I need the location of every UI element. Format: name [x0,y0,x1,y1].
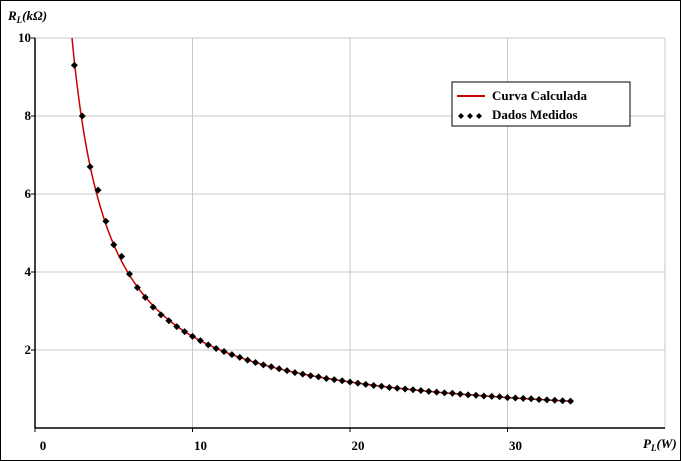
data-point [283,367,291,375]
data-point [110,241,118,249]
axes [31,37,665,432]
data-point [196,337,204,345]
legend-box [451,81,631,127]
data-point [338,377,346,385]
data-point [244,356,252,364]
data-point [417,387,425,395]
data-point [480,392,488,400]
data-point [409,386,417,394]
data-point [275,365,283,373]
data-point [448,389,456,397]
dados-medidos-markers [70,61,574,405]
data-point [401,385,409,393]
data-point [354,379,362,387]
data-point [102,217,110,225]
y-axis-label: RL(kΩ) [7,8,47,25]
data-point [173,323,181,331]
y-tick-label: 6 [25,186,32,201]
data-point [504,394,511,402]
data-point [527,395,535,403]
y-tick-labels: 2 4 6 8 10 [18,30,32,357]
data-point [220,348,228,356]
data-point [472,391,480,399]
data-point [126,270,133,278]
data-point [157,311,165,319]
data-point [456,390,464,398]
data-point [385,383,393,391]
data-point [488,392,496,400]
data-point [425,387,433,395]
legend-marker-dot [467,113,473,119]
data-point [519,394,527,402]
legend-marker-dot [458,113,464,119]
data-point [259,361,267,369]
data-point [165,317,173,325]
data-point [70,61,78,69]
y-tick-label: 10 [18,30,31,45]
data-point [441,389,448,397]
data-point [228,351,236,359]
data-point [181,328,189,336]
y-tick-label: 2 [25,342,32,357]
data-point [378,382,385,390]
x-tick-label: 10 [194,438,207,453]
x-tick-labels: 0 10 20 30 [40,438,522,453]
data-point [86,163,94,171]
x-tick-label: 0 [40,438,47,453]
data-point [543,396,551,404]
x-tick-label: 20 [352,438,365,453]
data-point [496,393,504,401]
x-tick-label: 30 [509,438,522,453]
data-point [299,370,307,378]
data-point [118,252,126,260]
data-point [567,397,574,405]
data-point [346,378,354,386]
legend-label-curva: Curva Calculada [492,88,587,103]
legend-label-dados: Dados Medidos [492,107,578,122]
y-tick-label: 4 [25,264,32,279]
data-point [559,397,567,405]
data-point [464,391,472,399]
data-point [307,372,315,380]
data-point [291,369,299,377]
data-point [511,394,519,402]
data-point [94,186,102,194]
data-point [370,381,378,389]
data-point [78,112,86,120]
data-point [141,293,149,301]
data-point [362,380,370,388]
data-point [330,376,338,384]
data-point [204,341,212,349]
data-point [393,384,401,392]
x-axis-label: PL(W) [643,436,677,453]
data-point [551,396,559,404]
legend-marker-dot [476,113,482,119]
data-point [433,388,441,396]
legend-marker-swatch [458,113,482,119]
data-point [212,344,220,352]
data-point [315,373,322,381]
y-tick-label: 8 [25,108,32,123]
data-point [322,374,330,382]
data-point [535,396,543,404]
data-point [133,284,141,292]
data-point [236,353,244,361]
data-point [189,332,196,340]
legend: Curva Calculada Dados Medidos [451,81,631,127]
data-point [267,363,275,371]
data-point [149,303,157,311]
grid [35,37,666,428]
data-point [252,358,259,366]
